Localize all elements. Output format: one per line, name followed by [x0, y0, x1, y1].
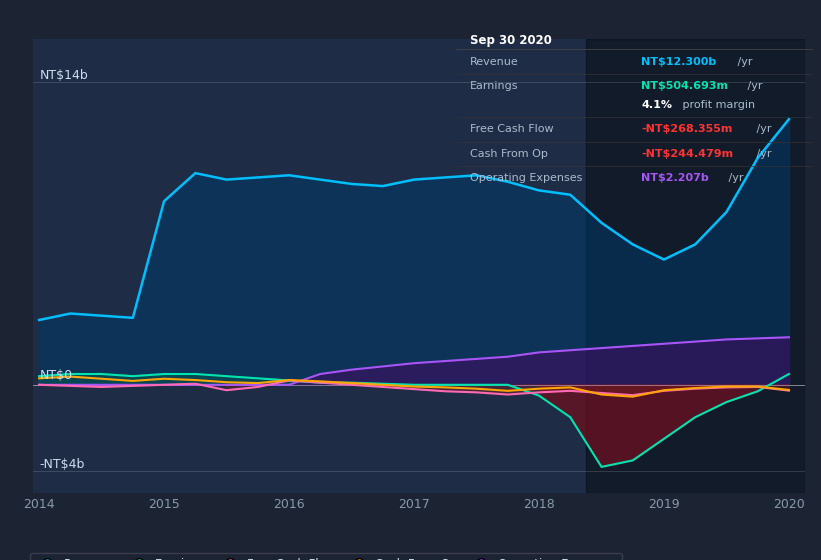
Text: NT$504.693m: NT$504.693m — [641, 81, 728, 91]
Text: NT$12.300b: NT$12.300b — [641, 57, 717, 67]
Text: -NT$268.355m: -NT$268.355m — [641, 124, 732, 134]
Text: /yr: /yr — [725, 173, 744, 183]
Text: /yr: /yr — [753, 124, 771, 134]
Text: Free Cash Flow: Free Cash Flow — [470, 124, 553, 134]
Text: Sep 30 2020: Sep 30 2020 — [470, 34, 552, 46]
Text: /yr: /yr — [734, 57, 753, 67]
Text: Earnings: Earnings — [470, 81, 518, 91]
Text: -NT$244.479m: -NT$244.479m — [641, 148, 733, 158]
Legend: Revenue, Earnings, Free Cash Flow, Cash From Op, Operating Expenses: Revenue, Earnings, Free Cash Flow, Cash … — [30, 553, 621, 560]
Bar — [586, 39, 805, 493]
Text: profit margin: profit margin — [678, 100, 754, 110]
Text: NT$14b: NT$14b — [39, 69, 88, 82]
Text: Cash From Op: Cash From Op — [470, 148, 548, 158]
Text: NT$0: NT$0 — [39, 368, 72, 381]
Text: NT$2.207b: NT$2.207b — [641, 173, 709, 183]
Text: 4.1%: 4.1% — [641, 100, 672, 110]
Text: Revenue: Revenue — [470, 57, 519, 67]
Text: /yr: /yr — [753, 148, 771, 158]
Text: /yr: /yr — [744, 81, 762, 91]
Text: -NT$4b: -NT$4b — [39, 458, 85, 471]
Text: Operating Expenses: Operating Expenses — [470, 173, 582, 183]
